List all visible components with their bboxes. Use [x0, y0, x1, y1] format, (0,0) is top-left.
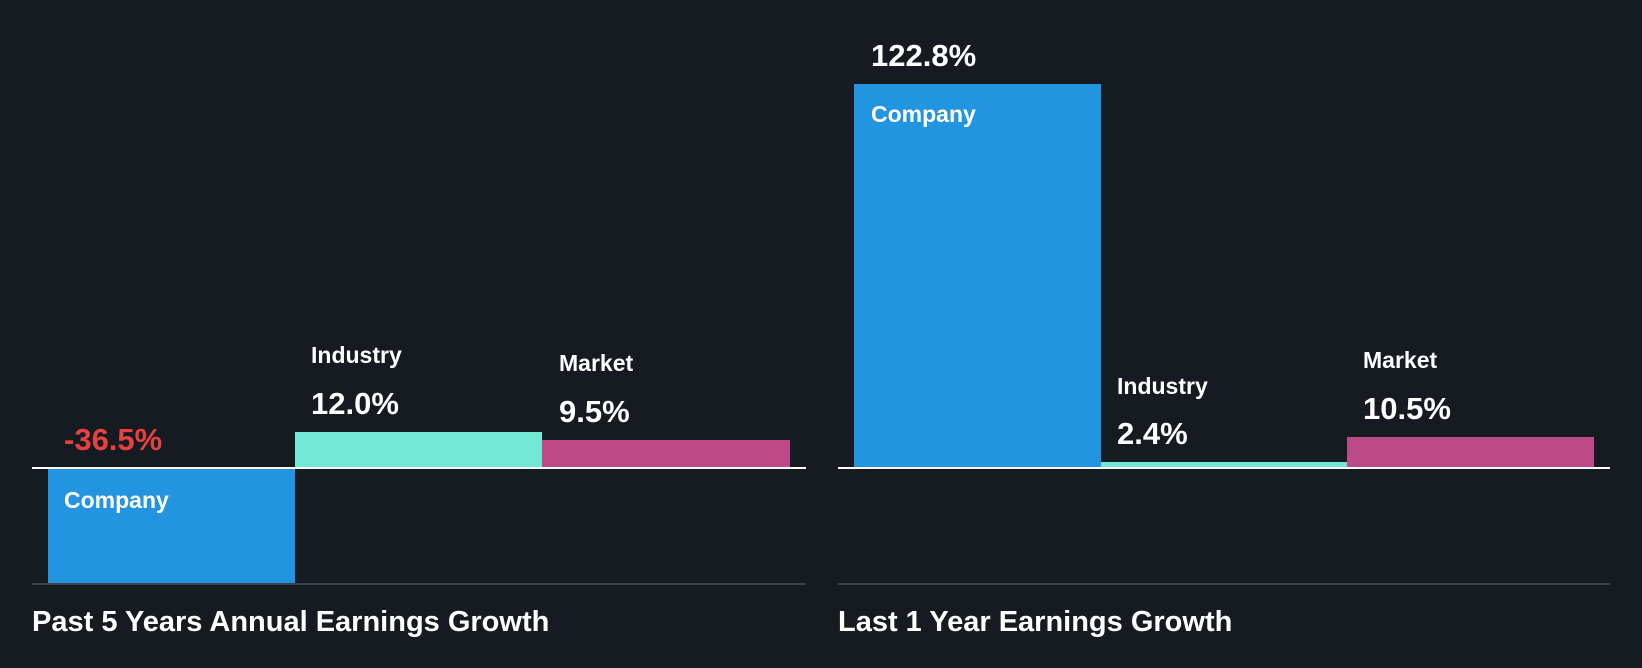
right-industry-bar [1101, 462, 1347, 468]
left-company-label: Company [64, 487, 169, 513]
left-industry-value: 12.0% [311, 386, 399, 421]
left-market-label: Market [559, 350, 634, 376]
right-company-value: 122.8% [871, 38, 977, 73]
left-market-value: 9.5% [559, 394, 630, 429]
right-industry-value: 2.4% [1117, 416, 1188, 451]
right-company-label: Company [871, 101, 976, 127]
right-market-value: 10.5% [1363, 391, 1451, 426]
right-industry-label: Industry [1117, 373, 1208, 399]
right-chart-panel: 122.8% Company Industry 2.4% Market 10.5… [821, 0, 1642, 668]
left-chart-title: Past 5 Years Annual Earnings Growth [32, 606, 550, 638]
left-base-line [32, 583, 806, 585]
left-company-bar [48, 469, 295, 584]
left-industry-label: Industry [311, 342, 402, 368]
left-company-value: -36.5% [64, 422, 163, 457]
right-market-bar [1347, 437, 1594, 468]
right-market-label: Market [1363, 347, 1438, 373]
right-zero-line [838, 467, 1610, 469]
right-company-bar [854, 84, 1101, 468]
left-industry-bar [295, 432, 542, 468]
right-chart-title: Last 1 Year Earnings Growth [838, 606, 1233, 638]
right-base-line [838, 583, 1610, 585]
left-chart-panel: -36.5% Company Industry 12.0% Market 9.5… [32, 342, 806, 638]
left-market-bar [542, 440, 790, 468]
left-zero-line [32, 467, 806, 469]
